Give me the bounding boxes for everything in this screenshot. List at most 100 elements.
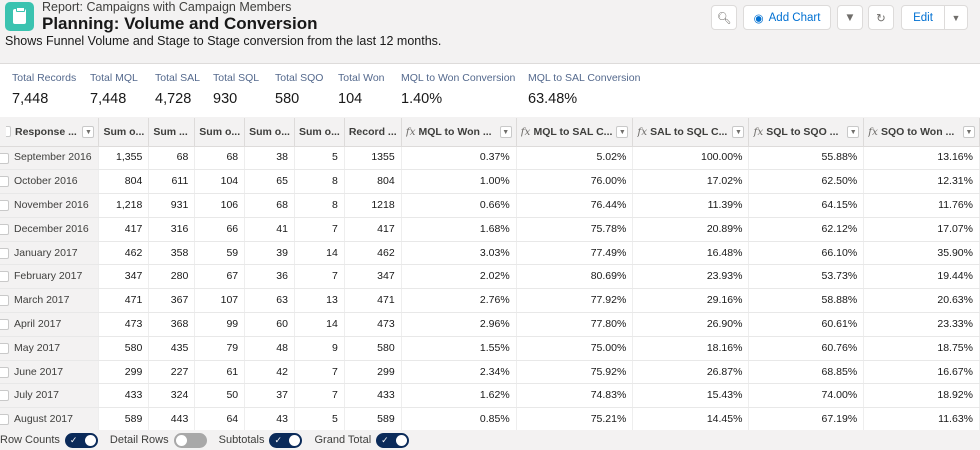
row-checkbox[interactable] (0, 271, 9, 283)
row-checkbox[interactable] (0, 366, 9, 378)
cell-value: 77.80% (590, 317, 627, 330)
cell-value: 67.19% (821, 413, 858, 426)
table-cell: 60 (244, 312, 295, 337)
cell-value: 26.90% (706, 317, 743, 330)
cell-value: 367 (170, 294, 189, 307)
column-header[interactable]: Sum o... (244, 118, 295, 147)
row-checkbox[interactable] (0, 414, 9, 426)
column-menu-icon[interactable]: ▼ (82, 125, 95, 138)
summary-value: 930 (213, 91, 238, 107)
row-checkbox[interactable] (0, 223, 9, 235)
cell-value: December 2016 (14, 222, 89, 235)
table-cell: 23.33% (863, 312, 980, 337)
row-group-label: September 2016 (0, 146, 100, 171)
cell-value: 473 (377, 317, 395, 330)
toggle-switch[interactable]: ✓ (376, 432, 410, 448)
edit-menu-button[interactable]: ▼ (944, 5, 968, 30)
table-cell: 43 (244, 407, 295, 433)
row-checkbox[interactable] (0, 342, 9, 354)
table-cell: 29.16% (632, 288, 750, 314)
summary-label: Total Records (12, 72, 77, 84)
cell-value: 62.12% (821, 222, 858, 235)
column-header[interactable]: fx SAL to SQL C... ▼ (632, 118, 750, 147)
toggle-switch[interactable]: ✓ (64, 432, 98, 448)
toggle-switch[interactable] (173, 432, 207, 448)
table-cell: 1.55% (401, 336, 517, 361)
summary-value: 7,448 (90, 91, 127, 107)
cell-value: 5.02% (596, 151, 627, 164)
column-menu-icon[interactable]: ▼ (847, 125, 860, 138)
report-table: Response ... ▼ Sum o... Sum ... Sum o... Sum … (0, 118, 980, 433)
column-header[interactable]: Sum o... (98, 118, 150, 147)
column-label: Sum o... (199, 125, 241, 138)
column-menu-icon[interactable]: ▼ (616, 125, 629, 138)
column-header[interactable]: Record ... (344, 118, 402, 147)
table-cell: 0.37% (401, 146, 517, 171)
cell-value: 347 (377, 270, 395, 283)
cell-value: 58.88% (821, 294, 858, 307)
select-all-checkbox[interactable] (6, 126, 11, 138)
summary-stat: Total MQL 7,448 (90, 72, 138, 108)
table-cell: 75.78% (516, 217, 634, 242)
row-checkbox[interactable] (0, 295, 9, 307)
table-cell: 74.83% (516, 383, 634, 409)
table-cell: 433 (98, 383, 150, 409)
table-cell: 931 (148, 193, 196, 218)
toggle-switch[interactable]: ✓ (269, 432, 303, 448)
table-cell: 462 (344, 241, 402, 266)
row-checkbox[interactable] (0, 176, 9, 188)
column-header[interactable]: fx MQL to SAL C... ▼ (516, 118, 634, 147)
column-header[interactable]: fx SQL to SQO ... ▼ (748, 118, 865, 147)
table-cell: 68 (244, 193, 295, 218)
table-cell: 36 (244, 264, 295, 290)
summary-stat: Total Won 104 (338, 72, 385, 108)
row-checkbox[interactable] (0, 319, 9, 331)
column-header-content: Record ... (349, 126, 397, 138)
table-cell: 5 (294, 407, 345, 433)
row-checkbox[interactable] (0, 152, 9, 164)
refresh-button[interactable]: ↻ (868, 5, 894, 30)
column-menu-icon[interactable]: ▼ (963, 125, 975, 138)
cell-value: 931 (170, 198, 189, 211)
cell-value: 0.66% (479, 198, 510, 211)
cell-value: 39 (276, 246, 288, 259)
table-cell: 2.76% (401, 288, 517, 314)
column-menu-icon[interactable]: ▼ (499, 125, 512, 138)
row-checkbox[interactable] (0, 247, 9, 259)
formula-icon: fx (753, 125, 764, 138)
row-checkbox[interactable] (0, 200, 9, 212)
table-cell: 18.92% (863, 383, 980, 409)
cell-value: 99 (226, 317, 239, 330)
cell-value: 68.85% (821, 365, 858, 378)
add-chart-button[interactable]: ◉ Add Chart (743, 5, 831, 30)
cell-value: 2.76% (479, 294, 510, 307)
cell-value: 7 (331, 389, 338, 402)
edit-button[interactable]: Edit (901, 5, 945, 30)
column-header[interactable]: fx SQO to Won ... ▼ (863, 118, 980, 147)
breadcrumb: Report: Campaigns with Campaign Members (42, 0, 292, 14)
table-row: November 2016 1,218 931 106 68 8 1218 0.66% 76.4… (0, 193, 980, 218)
cell-value: 443 (170, 413, 189, 426)
cell-value: 68 (276, 198, 288, 211)
table-cell: 580 (344, 336, 402, 361)
filter-button[interactable]: ▼ (837, 5, 863, 30)
column-header[interactable]: fx MQL to Won ... ▼ (401, 118, 517, 147)
cell-value: 37 (276, 389, 288, 402)
column-header[interactable]: Sum o... (294, 118, 345, 147)
row-checkbox[interactable] (0, 390, 9, 402)
cell-value: 18.16% (706, 341, 743, 354)
table-cell: 367 (148, 288, 196, 314)
table-cell: 11.76% (863, 193, 980, 218)
column-header[interactable]: Sum o... (194, 118, 246, 147)
search-button[interactable]: 🔍︎ (711, 5, 737, 30)
column-header[interactable]: Sum ... (148, 118, 196, 147)
column-header[interactable]: Response ... ▼ (0, 118, 100, 147)
table-cell: 17.02% (632, 169, 750, 195)
column-menu-icon[interactable]: ▼ (732, 125, 745, 138)
row-group-label: October 2016 (0, 169, 100, 195)
cell-value: 74.00% (821, 389, 858, 402)
summary-stat: Total SAL 4,728 (155, 72, 200, 108)
column-header-content: fx SQO to Won ... ▼ (868, 125, 975, 138)
table-cell: 16.48% (632, 241, 750, 266)
table-cell: 11.39% (632, 193, 750, 218)
